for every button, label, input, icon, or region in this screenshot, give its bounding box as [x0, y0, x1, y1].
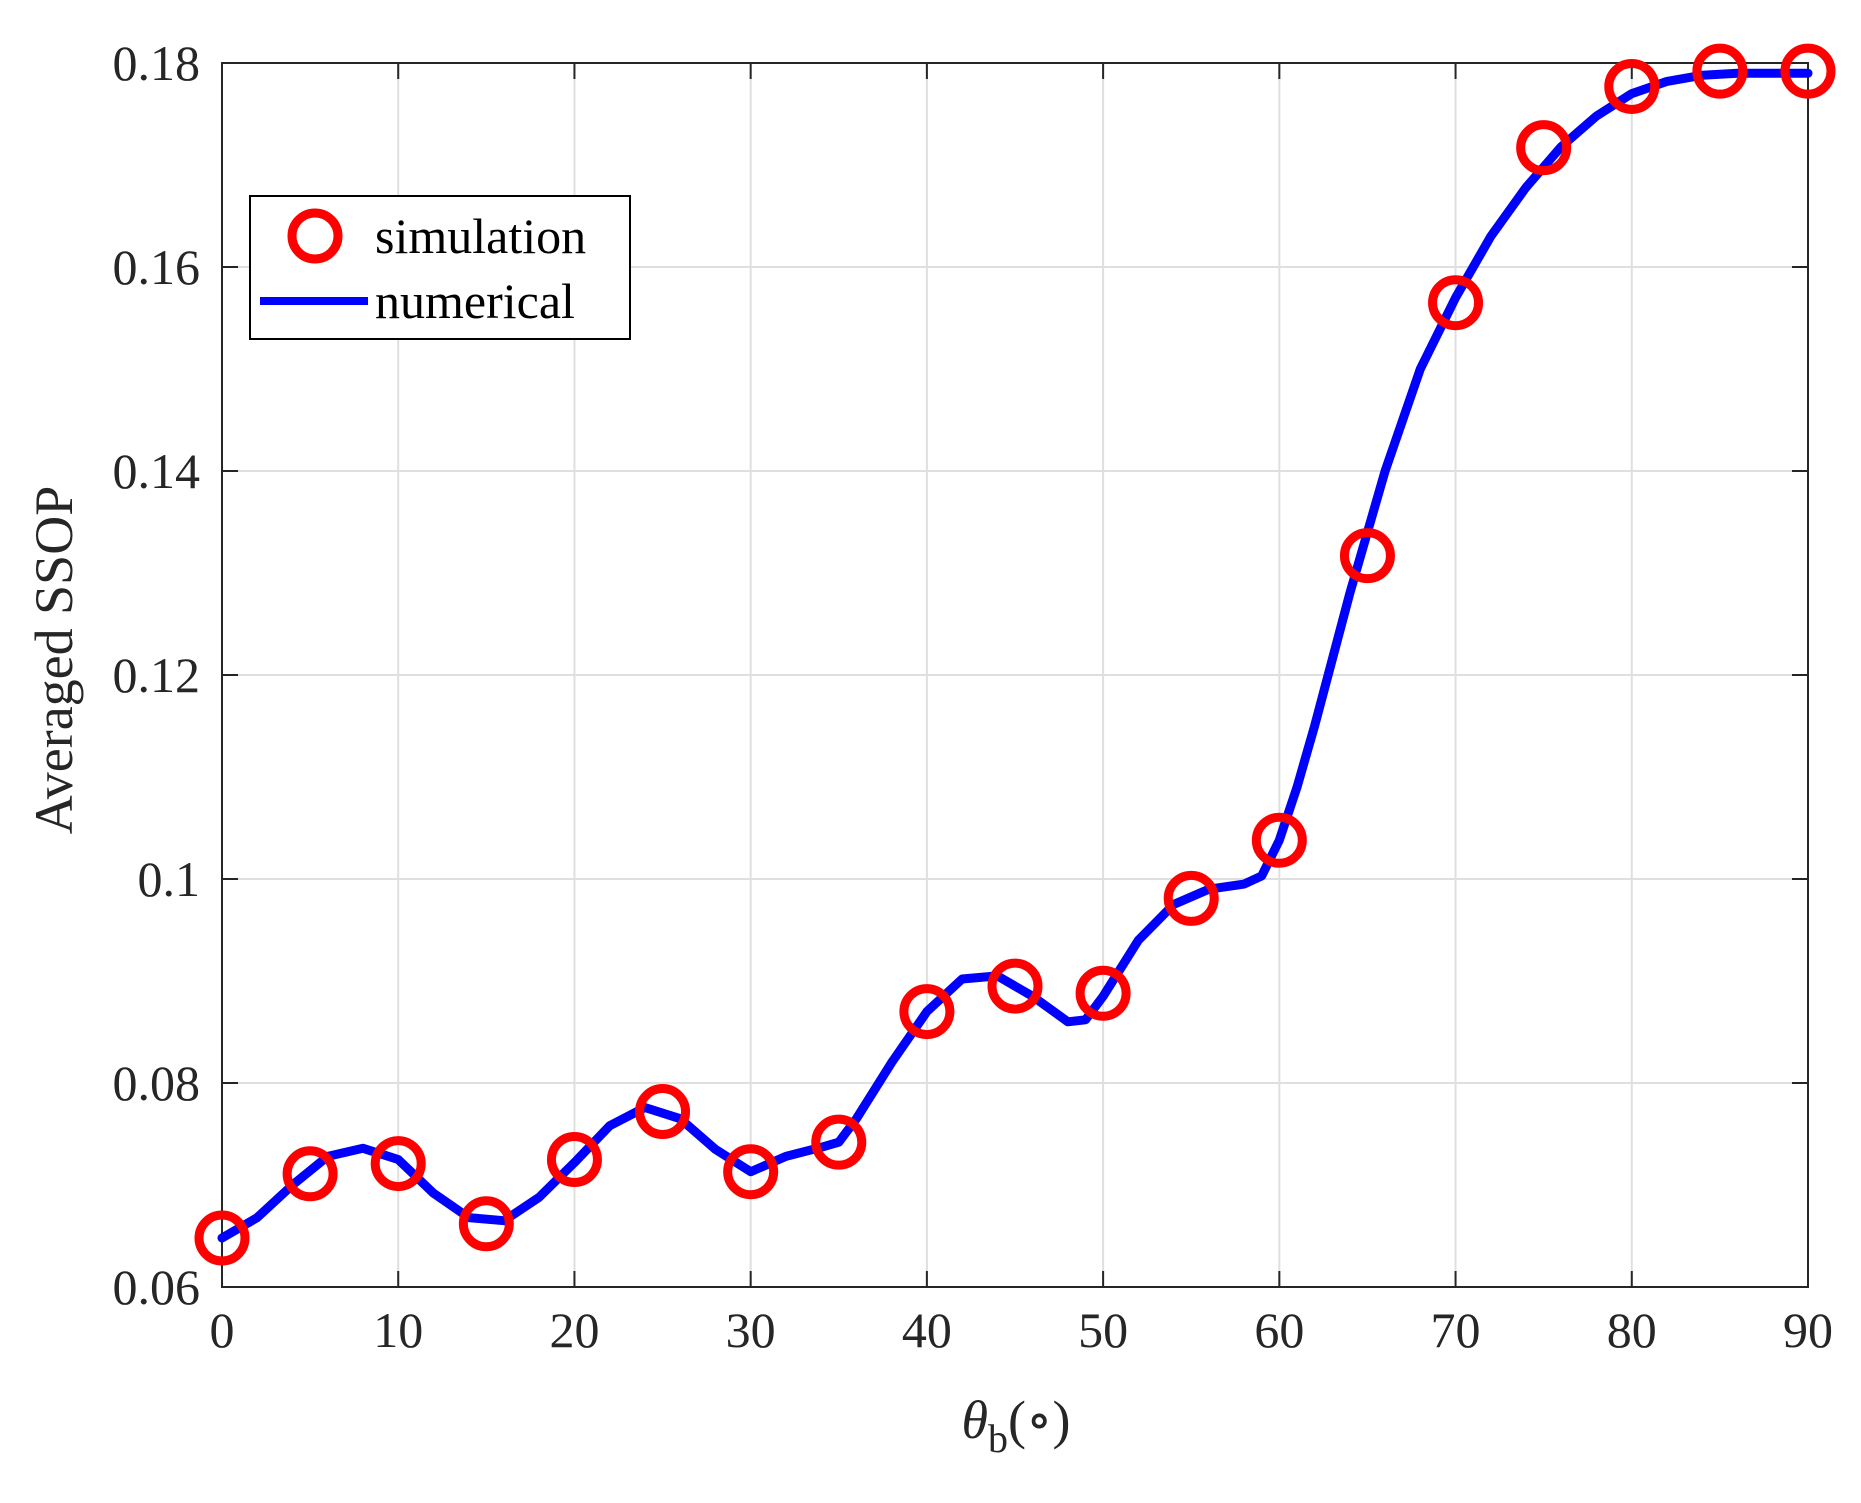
- x-tick-label: 40: [902, 1302, 952, 1358]
- legend: simulation numerical: [249, 195, 631, 340]
- simulation-point: [1516, 120, 1572, 176]
- x-axis-title-symbol: θ: [962, 1390, 989, 1450]
- x-tick-label: 90: [1783, 1302, 1833, 1358]
- legend-numerical-label: numerical: [375, 273, 575, 329]
- y-tick-label: 0.08: [113, 1055, 201, 1111]
- x-tick-label: 0: [210, 1302, 235, 1358]
- simulation-point: [899, 984, 955, 1040]
- y-tick-label: 0.06: [113, 1259, 201, 1315]
- simulation-point: [1163, 870, 1219, 926]
- x-tick-label: 60: [1254, 1302, 1304, 1358]
- y-tick-label: 0.12: [113, 647, 201, 703]
- y-tick-label: 0.18: [113, 35, 201, 91]
- simulation-point: [194, 1210, 250, 1266]
- x-tick-label: 30: [726, 1302, 776, 1358]
- simulation-point: [458, 1196, 514, 1252]
- x-tick-label: 10: [373, 1302, 423, 1358]
- x-tick-label: 80: [1607, 1302, 1657, 1358]
- grid-lines: [222, 63, 1808, 1287]
- simulation-point: [1339, 528, 1395, 584]
- legend-simulation-marker: [287, 208, 343, 264]
- x-tick-label: 70: [1431, 1302, 1481, 1358]
- simulation-point: [1692, 43, 1748, 99]
- legend-box: [249, 195, 631, 340]
- simulation-point: [723, 1144, 779, 1200]
- y-tick-label: 0.14: [113, 443, 201, 499]
- x-axis-ticks: 0 10 20 30 40 50 60 70 80 90: [210, 63, 1833, 1358]
- x-tick-label: 20: [549, 1302, 599, 1358]
- y-axis-title: Averaged SSOP: [24, 486, 84, 834]
- simulation-point: [1780, 43, 1836, 99]
- x-axis-title: θb(∘): [962, 1390, 1071, 1461]
- y-axis-ticks: 0.06 0.08 0.1 0.12 0.14 0.16 0.18: [113, 35, 1808, 1315]
- simulation-point: [1604, 58, 1660, 114]
- simulation-point: [282, 1146, 338, 1202]
- simulation-point: [987, 958, 1043, 1014]
- simulation-point: [370, 1136, 426, 1192]
- simulation-point: [1251, 812, 1307, 868]
- x-axis-title-unit: (∘): [1008, 1390, 1070, 1450]
- y-tick-label: 0.16: [113, 239, 201, 295]
- x-axis-title-subscript: b: [988, 1416, 1008, 1461]
- simulation-point: [1428, 275, 1484, 331]
- x-tick-label: 50: [1078, 1302, 1128, 1358]
- simulation-point: [546, 1132, 602, 1187]
- legend-simulation-label: simulation: [375, 208, 586, 264]
- plot-area: [194, 43, 1836, 1266]
- y-tick-label: 0.1: [138, 851, 201, 907]
- simulation-point: [635, 1084, 691, 1140]
- simulation-point: [811, 1114, 867, 1170]
- simulation-point: [1075, 965, 1131, 1021]
